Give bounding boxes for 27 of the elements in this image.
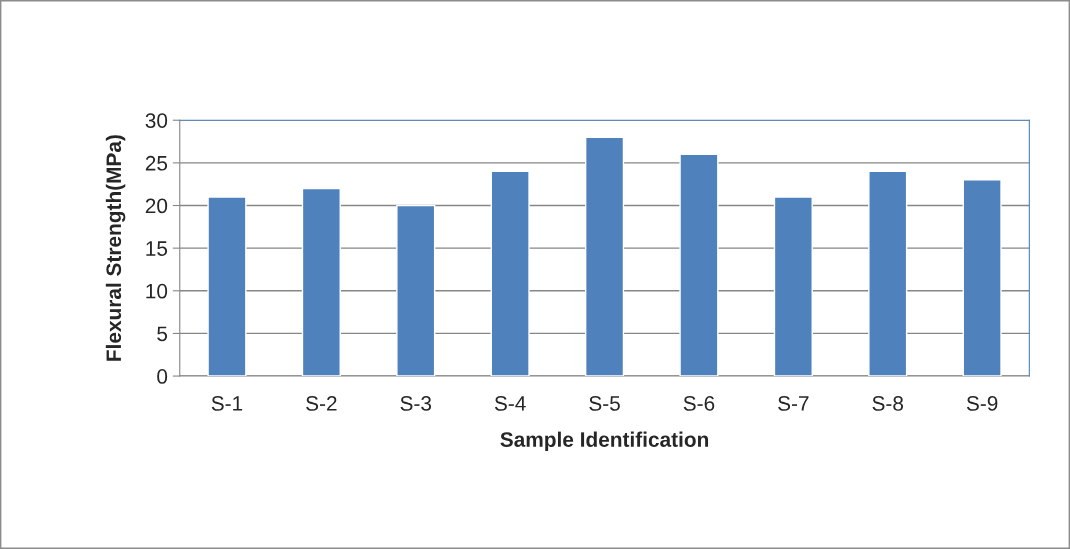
x-tick-label: S-8 (872, 396, 904, 411)
x-tick-label: S-4 (494, 396, 526, 411)
y-tick-label: 10 (146, 283, 168, 299)
y-tick-label: 25 (145, 155, 168, 171)
y-tick-label: 0 (157, 369, 168, 384)
x-tick-label: S-7 (778, 396, 809, 411)
bar (962, 179, 1002, 377)
y-tick-label: 30 (145, 113, 168, 128)
y-tick-label: 5 (157, 326, 168, 342)
y-axis-title: Flexural Strength(MPa) (105, 135, 126, 361)
bar (490, 170, 530, 377)
bar (301, 187, 341, 377)
bar (868, 170, 908, 377)
y-tick-label: 20 (145, 198, 168, 214)
bar (679, 153, 719, 377)
bar (396, 204, 436, 377)
y-tick-label: 15 (146, 241, 168, 256)
x-tick-label: S-6 (683, 396, 715, 411)
x-axis-title: Sample Identification (500, 431, 709, 452)
x-tick-label: S-9 (966, 396, 998, 411)
x-tick-label: S-3 (400, 396, 432, 411)
bar (584, 136, 625, 377)
x-tick-label: S-5 (589, 396, 620, 411)
bar (207, 196, 247, 377)
bar (773, 196, 813, 377)
x-tick-label: S-1 (211, 396, 243, 411)
x-tick-label: S-2 (306, 396, 337, 411)
